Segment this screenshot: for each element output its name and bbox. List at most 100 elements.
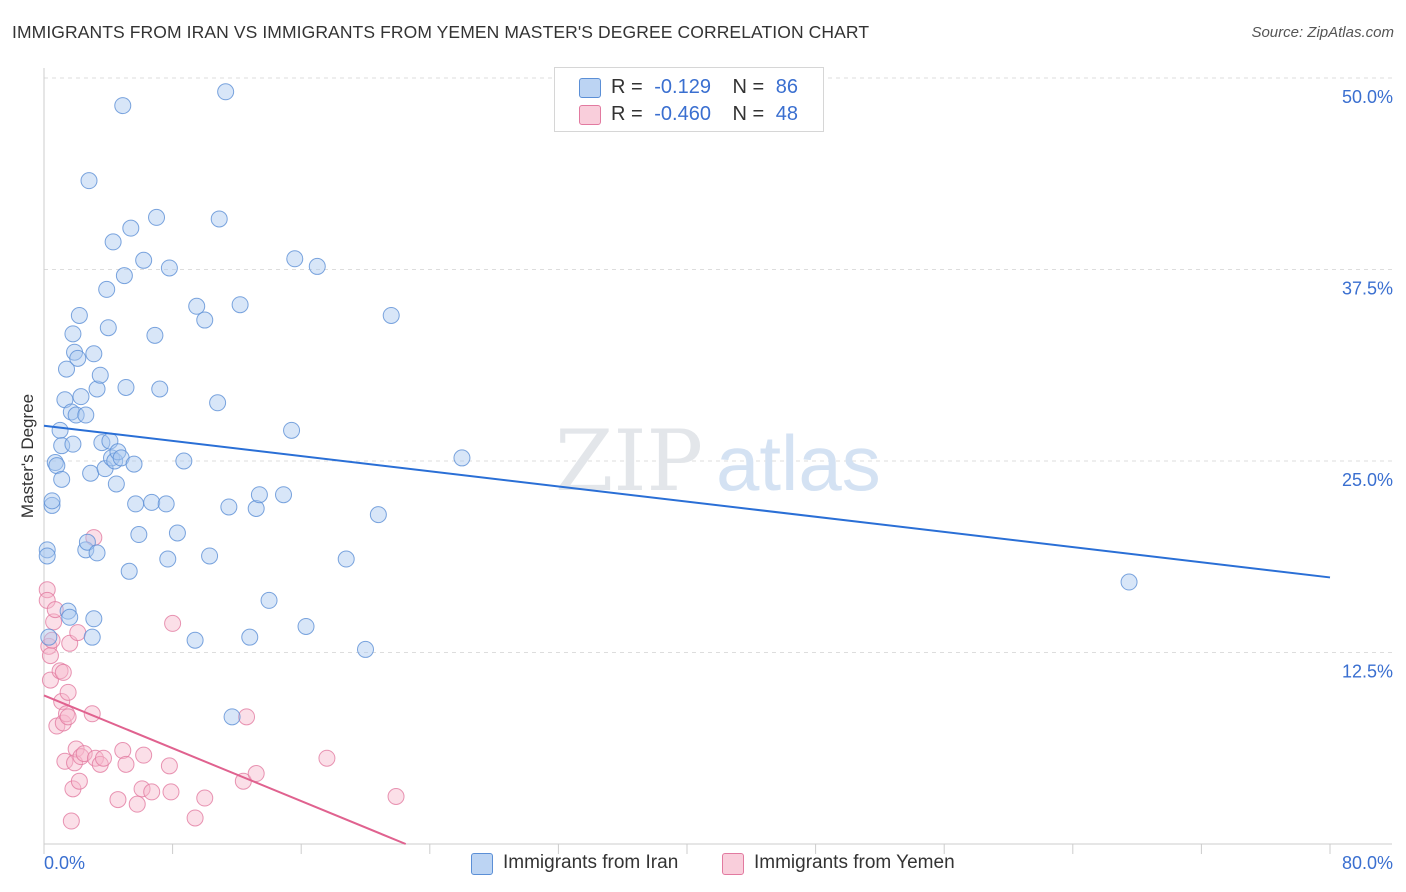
yemen-point [109, 791, 127, 809]
yemen-point [238, 708, 256, 726]
iran-point [275, 486, 293, 504]
yemen-point [318, 749, 336, 767]
iran-point [135, 251, 153, 269]
iran-point [209, 394, 227, 412]
iran-point [231, 296, 249, 314]
iran-point [188, 297, 206, 315]
iran-point [157, 495, 175, 513]
iran-point [286, 250, 304, 268]
iran-point [115, 267, 133, 285]
yemen-points [38, 529, 405, 830]
yemen-point [186, 809, 204, 827]
stats-legend: R = -0.129 N = 86 R = -0.460 N = 48 [554, 67, 824, 132]
yemen-point [54, 663, 72, 681]
iran-point [210, 210, 228, 228]
iran-point [260, 591, 278, 609]
yemen-legend-swatch [722, 853, 744, 875]
yemen-point [117, 755, 135, 773]
iran-point [151, 380, 169, 398]
yemen-point [133, 780, 151, 798]
iran-point [69, 349, 87, 367]
yemen-point [62, 812, 80, 830]
yemen-point [114, 742, 132, 760]
trend-lines [43, 424, 1331, 845]
iran-point [43, 492, 61, 510]
y-tick-label: 25.0% [1342, 470, 1393, 490]
iran-point [186, 631, 204, 649]
iran-point [61, 608, 79, 626]
iran-point [127, 495, 145, 513]
yemen-legend-label: Immigrants from Yemen [754, 852, 955, 873]
y-tick-label: 50.0% [1342, 87, 1393, 107]
iran-point [64, 325, 82, 343]
yemen-point [128, 795, 146, 813]
yemen-point [75, 745, 93, 763]
chart-title: IMMIGRANTS FROM IRAN VS IMMIGRANTS FROM … [12, 22, 870, 42]
yemen-point [247, 765, 265, 783]
iran-point [196, 311, 214, 329]
iran-point [91, 366, 109, 384]
iran-point [85, 610, 103, 628]
iran-point [40, 628, 58, 646]
iran-point [1120, 573, 1138, 591]
iran-point [220, 498, 238, 516]
iran-point [80, 172, 98, 190]
iran-point [38, 541, 56, 559]
yemen-n-value: 48 [775, 103, 799, 125]
x-tick-label: 0.0% [44, 853, 85, 873]
iran-point [88, 380, 106, 398]
iran-point [217, 83, 235, 101]
iran-point [223, 708, 241, 726]
iran-point [83, 628, 101, 646]
iran-point [53, 470, 71, 488]
iran-point [125, 455, 143, 473]
iran-trend-line [43, 424, 1331, 579]
watermark-zip: ZIP [555, 412, 703, 510]
x-tick-label: 80.0% [1342, 853, 1393, 873]
yemen-trend-line [43, 694, 407, 845]
iran-point [58, 360, 76, 378]
yemen-point [70, 772, 88, 790]
yemen-point [59, 708, 77, 726]
iran-point [107, 475, 125, 493]
yemen-point [58, 705, 76, 723]
iran-point [120, 562, 138, 580]
yemen-point [160, 757, 178, 775]
iran-r-value: -0.129 [654, 76, 711, 98]
iran-point [337, 550, 355, 568]
iran-point [283, 421, 301, 439]
x-tick-labels: 0.0% 80.0% [44, 853, 1393, 873]
yemen-point [387, 788, 405, 806]
iran-r-label: R = [611, 76, 643, 98]
yemen-point [59, 683, 77, 701]
iran-point [382, 306, 400, 324]
iran-point [59, 602, 77, 620]
iran-point [85, 345, 103, 363]
yemen-point [143, 783, 161, 801]
iran-point [168, 524, 186, 542]
yemen-point [46, 601, 64, 619]
yemen-point [41, 647, 59, 665]
yemen-point [135, 746, 153, 764]
iran-point [250, 486, 268, 504]
iran-point [99, 319, 117, 337]
yemen-point [94, 749, 112, 767]
y-tick-labels: 12.5% 25.0% 37.5% 50.0% [1342, 87, 1393, 682]
iran-point [43, 496, 61, 514]
iran-point [130, 526, 148, 544]
iran-legend-swatch [471, 853, 493, 875]
y-tick-label: 37.5% [1342, 279, 1393, 299]
iran-n-label: N = [732, 76, 765, 98]
iran-point [62, 403, 80, 421]
iran-point [114, 97, 132, 115]
iran-point [117, 378, 135, 396]
iran-legend-label: Immigrants from Iran [503, 852, 679, 873]
iran-point [38, 547, 56, 565]
watermark-atlas: atlas [716, 419, 881, 507]
iran-point [104, 233, 122, 251]
iran-point [67, 406, 85, 424]
iran-point [453, 449, 471, 467]
y-tick-label: 12.5% [1342, 662, 1393, 682]
iran-point [72, 388, 90, 406]
